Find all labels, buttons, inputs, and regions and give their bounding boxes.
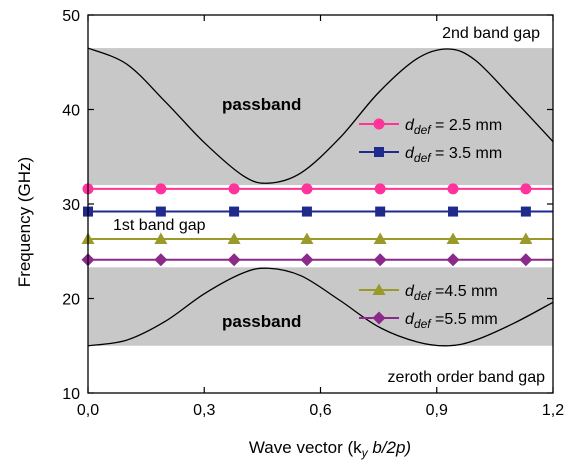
series-3-point-1 — [154, 253, 168, 267]
x-tick-label-0: 0,0 — [77, 402, 99, 419]
annotation-zeroth-band-gap: zeroth order band gap — [388, 369, 546, 386]
series-0-point-1 — [155, 183, 167, 195]
series-2-point-5 — [446, 232, 460, 244]
band-curve-upper — [87, 47, 554, 184]
legend-entry-2-marker — [372, 283, 386, 295]
band-curves — [87, 47, 554, 347]
series-1-point-4 — [375, 206, 386, 217]
series-3-point-5 — [446, 253, 460, 267]
series-3 — [81, 253, 553, 267]
y-axis-ticks: 10 20 30 40 50 — [62, 8, 553, 403]
annotation-passband-lower: passband — [222, 312, 301, 331]
x-tick-label-2: 0,6 — [309, 402, 331, 419]
legend-entry-1-marker — [374, 147, 384, 157]
series-2-point-2 — [227, 232, 241, 244]
legend-entry-1: ddef = 3.5 mm — [359, 145, 502, 165]
series-1-point-1 — [155, 206, 166, 217]
series-3-point-4 — [373, 253, 387, 267]
shaded-band-0 — [88, 48, 553, 186]
x-axis-title: Wave vector (ky b/2p) — [249, 438, 411, 460]
series-1 — [83, 206, 553, 217]
y-tick-label-1: 20 — [62, 292, 80, 309]
legend-entry-3-marker — [372, 311, 386, 325]
shaded-band-1 — [88, 267, 553, 346]
legend-entry-2-label: ddef =4.5 mm — [405, 283, 498, 303]
x-tick-label-4: 1,2 — [542, 402, 564, 419]
series-3-point-2 — [227, 253, 241, 267]
series-1-point-2 — [229, 206, 240, 217]
x-tick-label-3: 0,9 — [426, 402, 448, 419]
legend-entry-3: ddef =5.5 mm — [359, 311, 498, 331]
shaded-bands — [88, 48, 553, 346]
series-1-point-3 — [301, 206, 312, 217]
series-3-point-3 — [300, 253, 314, 267]
y-tick-label-4: 50 — [62, 8, 80, 25]
series-0-point-6 — [520, 183, 532, 195]
legend-entry-0-label: ddef = 2.5 mm — [405, 117, 502, 137]
annotation-first-band-gap: 1st band gap — [113, 217, 206, 234]
legend: ddef = 2.5 mm ddef = 3.5 mm ddef =4.5 mm dd… — [359, 117, 502, 331]
legend-entry-1-label: ddef = 3.5 mm — [405, 145, 502, 165]
series-0-point-4 — [374, 183, 386, 195]
x-axis-ticks: 0,0 0,3 0,6 0,9 1,2 — [77, 15, 564, 419]
series-2-point-6 — [519, 232, 533, 244]
legend-entry-0: ddef = 2.5 mm — [359, 117, 502, 137]
y-tick-label-2: 30 — [62, 197, 80, 214]
series-3-point-6 — [519, 253, 533, 267]
series-2-point-3 — [300, 232, 314, 244]
legend-entry-3-label: ddef =5.5 mm — [405, 311, 498, 331]
series-0-point-2 — [228, 183, 240, 195]
series-1-point-5 — [448, 206, 459, 217]
series-2-point-1 — [154, 232, 168, 244]
x-tick-label-1: 0,3 — [193, 402, 215, 419]
series-0-point-5 — [447, 183, 459, 195]
y-axis-title: Frequency (GHz) — [15, 157, 34, 287]
y-tick-label-0: 10 — [62, 386, 80, 403]
legend-entry-0-marker — [373, 118, 385, 130]
series-0 — [82, 183, 553, 195]
data-series — [81, 183, 553, 267]
annotation-second-band-gap: 2nd band gap — [442, 25, 540, 42]
series-0-point-3 — [301, 183, 313, 195]
series-2-point-4 — [373, 232, 387, 244]
y-tick-label-3: 40 — [62, 103, 80, 120]
series-2 — [81, 232, 553, 244]
band-curve-lower — [87, 267, 554, 347]
annotation-passband-upper: passband — [222, 95, 301, 114]
series-1-point-6 — [520, 206, 531, 217]
legend-entry-2: ddef =4.5 mm — [359, 283, 498, 303]
